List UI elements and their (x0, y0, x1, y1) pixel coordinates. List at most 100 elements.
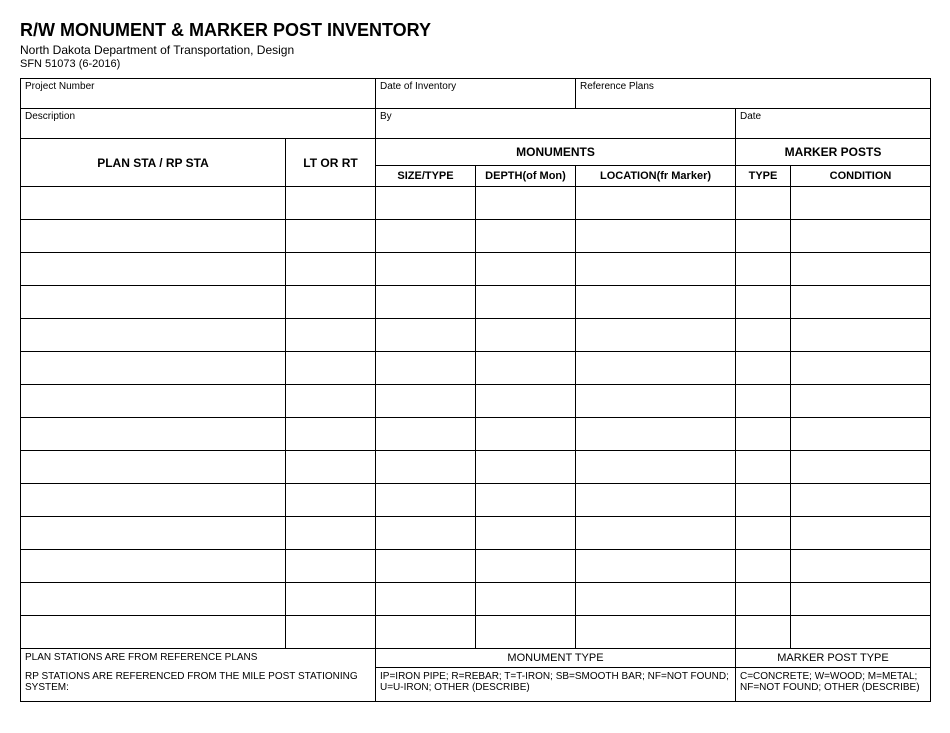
table-row[interactable] (21, 550, 931, 583)
table-row[interactable] (21, 319, 931, 352)
table-cell[interactable] (286, 616, 376, 649)
table-cell[interactable] (791, 286, 931, 319)
table-cell[interactable] (286, 253, 376, 286)
date-field[interactable]: Date (736, 109, 931, 139)
table-cell[interactable] (21, 550, 286, 583)
table-cell[interactable] (576, 583, 736, 616)
table-cell[interactable] (476, 418, 576, 451)
table-cell[interactable] (736, 319, 791, 352)
table-cell[interactable] (376, 418, 476, 451)
table-row[interactable] (21, 187, 931, 220)
reference-plans-field[interactable]: Reference Plans (576, 79, 931, 109)
table-cell[interactable] (576, 385, 736, 418)
table-cell[interactable] (286, 418, 376, 451)
table-cell[interactable] (736, 253, 791, 286)
table-cell[interactable] (376, 319, 476, 352)
table-cell[interactable] (736, 616, 791, 649)
table-cell[interactable] (286, 187, 376, 220)
date-of-inventory-field[interactable]: Date of Inventory (376, 79, 576, 109)
table-cell[interactable] (736, 418, 791, 451)
table-cell[interactable] (376, 550, 476, 583)
table-cell[interactable] (286, 550, 376, 583)
table-cell[interactable] (476, 385, 576, 418)
table-cell[interactable] (476, 583, 576, 616)
table-cell[interactable] (791, 253, 931, 286)
table-cell[interactable] (286, 583, 376, 616)
table-cell[interactable] (476, 220, 576, 253)
table-cell[interactable] (576, 352, 736, 385)
table-cell[interactable] (736, 187, 791, 220)
table-cell[interactable] (736, 352, 791, 385)
table-cell[interactable] (21, 451, 286, 484)
table-cell[interactable] (476, 352, 576, 385)
table-cell[interactable] (286, 220, 376, 253)
table-cell[interactable] (21, 385, 286, 418)
table-cell[interactable] (21, 418, 286, 451)
table-cell[interactable] (476, 484, 576, 517)
table-cell[interactable] (21, 220, 286, 253)
table-cell[interactable] (791, 616, 931, 649)
table-cell[interactable] (791, 550, 931, 583)
table-row[interactable] (21, 385, 931, 418)
table-cell[interactable] (376, 253, 476, 286)
table-cell[interactable] (21, 286, 286, 319)
table-row[interactable] (21, 286, 931, 319)
table-row[interactable] (21, 253, 931, 286)
table-row[interactable] (21, 451, 931, 484)
table-cell[interactable] (791, 418, 931, 451)
table-cell[interactable] (736, 517, 791, 550)
table-cell[interactable] (286, 319, 376, 352)
table-cell[interactable] (576, 451, 736, 484)
table-cell[interactable] (736, 484, 791, 517)
table-cell[interactable] (791, 517, 931, 550)
table-row[interactable] (21, 220, 931, 253)
table-cell[interactable] (736, 286, 791, 319)
table-cell[interactable] (736, 451, 791, 484)
table-cell[interactable] (576, 484, 736, 517)
table-cell[interactable] (476, 517, 576, 550)
table-row[interactable] (21, 352, 931, 385)
table-row[interactable] (21, 418, 931, 451)
table-cell[interactable] (21, 517, 286, 550)
table-cell[interactable] (476, 187, 576, 220)
table-cell[interactable] (21, 484, 286, 517)
table-cell[interactable] (21, 187, 286, 220)
table-cell[interactable] (476, 319, 576, 352)
table-cell[interactable] (576, 319, 736, 352)
table-cell[interactable] (376, 385, 476, 418)
table-cell[interactable] (476, 253, 576, 286)
table-cell[interactable] (21, 319, 286, 352)
table-cell[interactable] (791, 583, 931, 616)
table-row[interactable] (21, 484, 931, 517)
table-cell[interactable] (376, 220, 476, 253)
table-cell[interactable] (476, 550, 576, 583)
table-cell[interactable] (376, 451, 476, 484)
table-cell[interactable] (791, 385, 931, 418)
table-cell[interactable] (476, 616, 576, 649)
table-cell[interactable] (576, 253, 736, 286)
table-cell[interactable] (286, 451, 376, 484)
table-cell[interactable] (791, 319, 931, 352)
table-cell[interactable] (576, 418, 736, 451)
table-cell[interactable] (791, 484, 931, 517)
table-cell[interactable] (576, 187, 736, 220)
table-cell[interactable] (376, 286, 476, 319)
table-cell[interactable] (576, 286, 736, 319)
table-cell[interactable] (21, 352, 286, 385)
table-cell[interactable] (376, 517, 476, 550)
table-cell[interactable] (791, 220, 931, 253)
project-number-field[interactable]: Project Number (21, 79, 376, 109)
description-field[interactable]: Description (21, 109, 376, 139)
table-cell[interactable] (476, 451, 576, 484)
table-cell[interactable] (286, 517, 376, 550)
table-cell[interactable] (576, 517, 736, 550)
table-row[interactable] (21, 583, 931, 616)
table-cell[interactable] (376, 583, 476, 616)
table-cell[interactable] (376, 616, 476, 649)
table-cell[interactable] (791, 451, 931, 484)
by-field[interactable]: By (376, 109, 736, 139)
table-cell[interactable] (376, 352, 476, 385)
table-cell[interactable] (286, 484, 376, 517)
table-cell[interactable] (476, 286, 576, 319)
table-cell[interactable] (736, 550, 791, 583)
